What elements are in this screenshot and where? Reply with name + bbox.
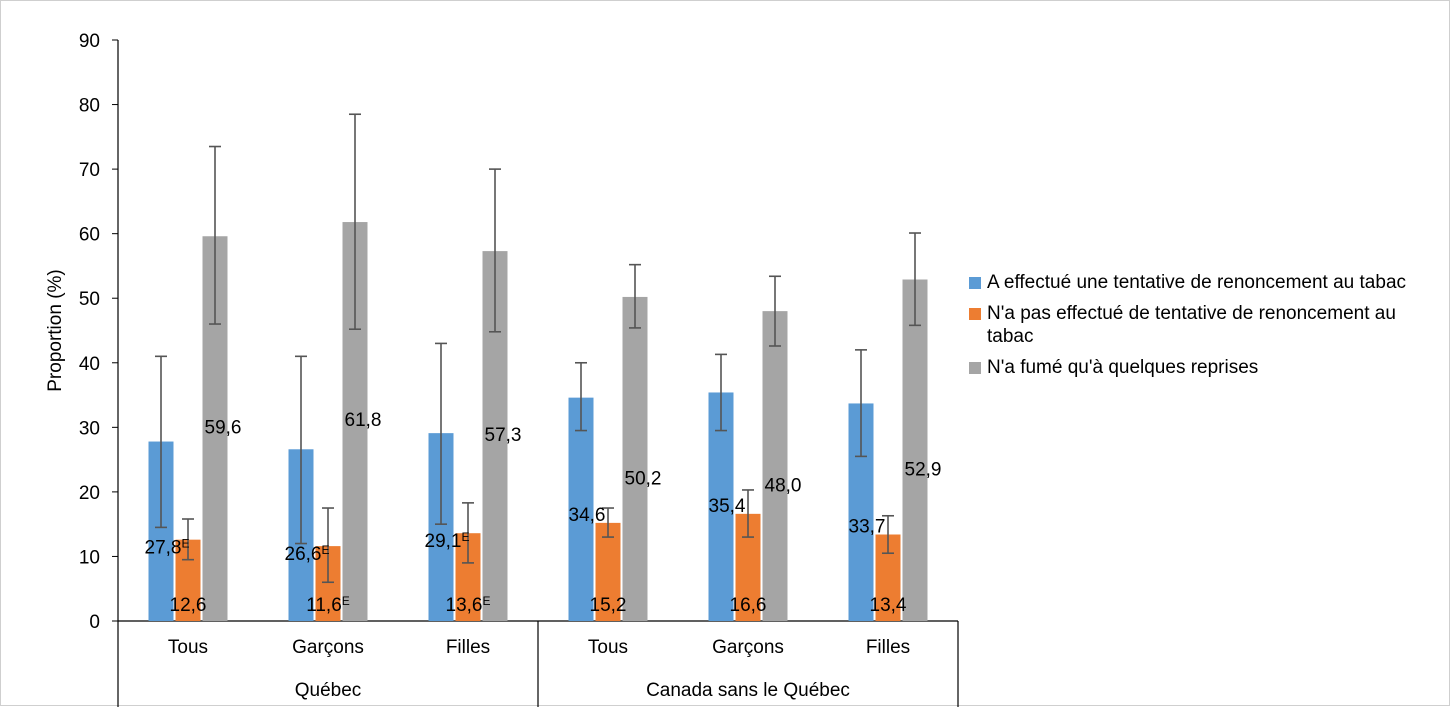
data-label: 33,7	[849, 516, 886, 537]
data-label: 52,9	[905, 460, 942, 481]
x-group-label: Québec	[295, 680, 362, 701]
x-category-label: Tous	[588, 637, 628, 658]
y-tick-label: 80	[79, 96, 100, 117]
data-label: 12,6	[170, 595, 207, 616]
data-label: 35,4	[709, 496, 746, 517]
y-tick-label: 40	[79, 354, 100, 375]
data-label: 61,8	[345, 410, 382, 431]
legend-item-pas-tentative: N'a pas effectué de tentative de renonce…	[969, 302, 1439, 348]
y-tick-label: 50	[79, 289, 100, 310]
y-tick-label: 20	[79, 483, 100, 504]
data-label: 50,2	[625, 468, 662, 489]
data-label: 13,6E	[446, 594, 491, 616]
data-label: 27,8E	[145, 537, 190, 559]
legend: A effectué une tentative de renoncement …	[969, 271, 1439, 387]
data-label: 13,4	[870, 595, 907, 616]
y-tick-label: 90	[79, 31, 100, 52]
data-label: 59,6	[205, 417, 242, 438]
data-label: 34,6	[569, 505, 606, 526]
y-tick-label: 10	[79, 547, 100, 568]
y-tick-label: 30	[79, 418, 100, 439]
legend-swatch-orange	[969, 308, 981, 320]
x-category-label: Filles	[866, 637, 910, 658]
y-axis-title: Proportion (%)	[45, 269, 66, 392]
data-label: 48,0	[765, 475, 802, 496]
legend-label-pas-tentative: N'a pas effectué de tentative de renonce…	[987, 303, 1396, 347]
data-label: 26,6E	[285, 543, 330, 565]
y-tick-label: 0	[89, 612, 100, 633]
data-label: 11,6E	[306, 594, 350, 616]
legend-item-quelques-reprises: N'a fumé qu'à quelques reprises	[969, 356, 1439, 379]
data-label: 16,6	[730, 595, 767, 616]
legend-label-quelques-reprises: N'a fumé qu'à quelques reprises	[987, 357, 1259, 378]
x-category-label: Tous	[168, 637, 208, 658]
bar	[902, 279, 928, 621]
legend-label-tentative: A effectué une tentative de renoncement …	[987, 272, 1407, 293]
legend-swatch-blue	[969, 277, 981, 289]
y-tick-label: 60	[79, 225, 100, 246]
x-group-label: Canada sans le Québec	[646, 680, 850, 701]
legend-swatch-gray	[969, 362, 981, 374]
bar	[622, 296, 648, 621]
x-category-label: Filles	[446, 637, 490, 658]
x-category-label: Garçons	[712, 637, 784, 658]
x-category-label: Garçons	[292, 637, 364, 658]
data-label: 57,3	[485, 425, 522, 446]
legend-item-tentative: A effectué une tentative de renoncement …	[969, 271, 1439, 294]
bar	[568, 397, 594, 621]
y-tick-label: 70	[79, 160, 100, 181]
bar	[595, 522, 621, 621]
data-label: 15,2	[590, 595, 627, 616]
bar	[762, 311, 788, 621]
data-label: 29,1E	[425, 530, 470, 552]
